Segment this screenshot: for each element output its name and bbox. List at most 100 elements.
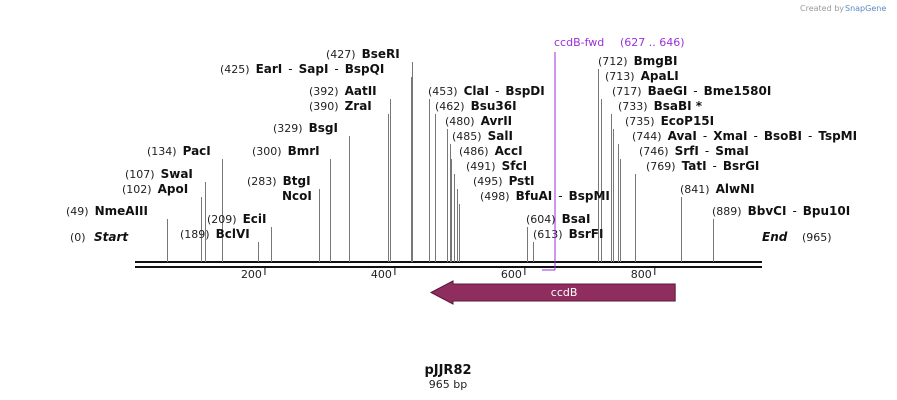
separator: - xyxy=(558,189,562,203)
site-acci[interactable]: (486) AccI xyxy=(459,144,523,158)
site-position: (329) xyxy=(273,122,303,135)
site-position: (425) xyxy=(220,63,250,76)
site-srfi[interactable]: (746) SrfI - SmaI xyxy=(639,144,749,158)
site-position: (189) xyxy=(180,228,210,241)
site-bseri[interactable]: (427) BseRI xyxy=(326,47,400,61)
site-swai[interactable]: (107) SwaI xyxy=(125,167,193,181)
site-marker-lines xyxy=(167,62,714,262)
site-position: (733) xyxy=(618,100,648,113)
site-position: (480) xyxy=(445,115,475,128)
site-name: PacI xyxy=(183,144,211,158)
site-position: (102) xyxy=(122,183,152,196)
site-position: (717) xyxy=(612,85,642,98)
site-alwni[interactable]: (841) AlwNI xyxy=(680,182,755,196)
site-name: NcoI xyxy=(282,189,312,203)
site-name: EarI xyxy=(256,62,283,76)
site-position: (283) xyxy=(247,175,277,188)
site-sali[interactable]: (485) SalI xyxy=(452,129,513,143)
site-position: (485) xyxy=(452,130,482,143)
site-bsai[interactable]: (604) BsaI xyxy=(526,212,590,226)
site-position: (427) xyxy=(326,48,356,61)
site-position: (495) xyxy=(473,175,503,188)
site-labels: (49) NmeAIII(102) ApoI(107) SwaI(134) PacI(1… xyxy=(66,47,857,241)
end-markers: (0) Start End (965) xyxy=(70,230,832,244)
site-name: BmrI xyxy=(288,144,320,158)
separator: - xyxy=(754,129,758,143)
site-name: BsgI xyxy=(309,121,338,135)
site-name: TspMI xyxy=(818,129,857,143)
site-name: BmgBI xyxy=(634,54,678,68)
separator: - xyxy=(792,204,796,218)
site-bmgbi[interactable]: (712) BmgBI xyxy=(598,54,677,68)
site-eari[interactable]: (425) EarI - SapI - BspQI xyxy=(220,62,384,76)
site-name: BspMI xyxy=(569,189,610,203)
site-name: AvrII xyxy=(481,114,513,128)
site-position: (889) xyxy=(712,205,742,218)
site-name: NmeAIII xyxy=(95,204,148,218)
site-paci[interactable]: (134) PacI xyxy=(147,144,211,158)
site-nmeaiii[interactable]: (49) NmeAIII xyxy=(66,204,148,218)
site-name: SfcI xyxy=(502,159,527,173)
site-bbvci[interactable]: (889) BbvCI - Bpu10I xyxy=(712,204,850,218)
site-name: TatI xyxy=(682,159,707,173)
site-position: (498) xyxy=(480,190,510,203)
site-psti[interactable]: (495) PstI xyxy=(473,174,535,188)
separator: - xyxy=(288,62,292,76)
site-position: (613) xyxy=(533,228,563,241)
site-position: (134) xyxy=(147,145,177,158)
site-bclvi[interactable]: (189) BclVI xyxy=(180,227,250,241)
site-name: EcoP15I xyxy=(661,114,715,128)
snapgene-brand: SnapGene xyxy=(845,4,886,13)
site-name: BseRI xyxy=(362,47,400,61)
feature-label: ccdB xyxy=(551,286,578,299)
site-position: (462) xyxy=(435,100,465,113)
separator: - xyxy=(808,129,812,143)
feature-ccdb[interactable]: ccdB xyxy=(429,280,676,305)
site-btgi[interactable]: (283) BtgI xyxy=(247,174,311,188)
start-position: (0) xyxy=(70,231,86,244)
site-avrii[interactable]: (480) AvrII xyxy=(445,114,512,128)
feature-arrow xyxy=(429,280,676,305)
site-name: AccI xyxy=(495,144,523,158)
site-ecop15i[interactable]: (735) EcoP15I xyxy=(625,114,714,128)
separator: - xyxy=(705,144,709,158)
site-position: (713) xyxy=(605,70,635,83)
site-name: BsaBI * xyxy=(654,99,703,113)
separator: - xyxy=(495,84,499,98)
site-name: BtgI xyxy=(283,174,311,188)
start-label: Start xyxy=(94,230,129,244)
site-avai[interactable]: (744) AvaI - XmaI - BsoBI - TspMI xyxy=(632,129,857,143)
site-ncoi[interactable]: NcoI xyxy=(282,189,312,203)
site-name: SwaI xyxy=(161,167,193,181)
site-apoi[interactable]: (102) ApoI xyxy=(122,182,188,196)
site-tati[interactable]: (769) TatI - BsrGI xyxy=(646,159,759,173)
site-name: SapI xyxy=(299,62,329,76)
site-aatii[interactable]: (392) AatII xyxy=(309,84,377,98)
site-position: (841) xyxy=(680,183,710,196)
site-baegi[interactable]: (717) BaeGI - Bme1580I xyxy=(612,84,771,98)
site-position: (392) xyxy=(309,85,339,98)
site-position: (486) xyxy=(459,145,489,158)
separator: - xyxy=(713,159,717,173)
credit-text: Created by xyxy=(800,4,844,13)
site-sfci[interactable]: (491) SfcI xyxy=(466,159,527,173)
plasmid-name: pJJR82 xyxy=(424,363,471,378)
site-bmri[interactable]: (300) BmrI xyxy=(252,144,320,158)
site-bsgi[interactable]: (329) BsgI xyxy=(273,121,338,135)
site-bfuai[interactable]: (498) BfuAI - BspMI xyxy=(480,189,610,203)
site-clai[interactable]: (453) ClaI - BspDI xyxy=(428,84,545,98)
site-position: (209) xyxy=(207,213,237,226)
site-position: (390) xyxy=(309,100,339,113)
site-name: BspQI xyxy=(345,62,385,76)
plasmid-size: 965 bp xyxy=(429,378,467,391)
site-name: ClaI xyxy=(464,84,489,98)
site-ecii[interactable]: (209) EciI xyxy=(207,212,266,226)
site-bsabi[interactable]: (733) BsaBI * xyxy=(618,99,703,113)
site-bsrfi[interactable]: (613) BsrFI xyxy=(533,227,603,241)
site-bsu36i[interactable]: (462) Bsu36I xyxy=(435,99,517,113)
primer-ccdb-fwd[interactable]: ccdB-fwd (627 .. 646) xyxy=(542,36,685,271)
site-apali[interactable]: (713) ApaLI xyxy=(605,69,679,83)
site-zrai[interactable]: (390) ZraI xyxy=(309,99,372,113)
